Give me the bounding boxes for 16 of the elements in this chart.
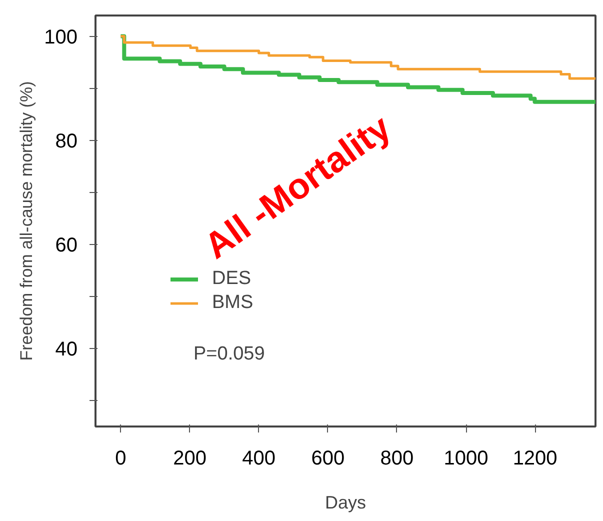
x-tick-label: 1200 [512,448,558,470]
x-axis-title: Days [324,492,366,512]
x-tick-label: 400 [242,448,276,470]
y-tick-label: 100 [44,26,78,48]
x-tick-label: 800 [380,448,414,470]
legend-label: DES [212,268,252,290]
y-tick-label: 80 [55,130,78,152]
x-tick-label: 200 [173,448,206,470]
y-tick-label: 60 [55,234,78,256]
legend-label: BMS [212,292,254,314]
y-axis-title: Freedom from all-cause mortality (%) [17,81,36,361]
x-tick-label: 0 [115,448,126,470]
annotation: P=0.059 [194,344,265,364]
x-tick-label: 600 [311,448,345,470]
x-tick-label: 1000 [444,448,488,470]
y-tick-label: 40 [55,338,78,360]
